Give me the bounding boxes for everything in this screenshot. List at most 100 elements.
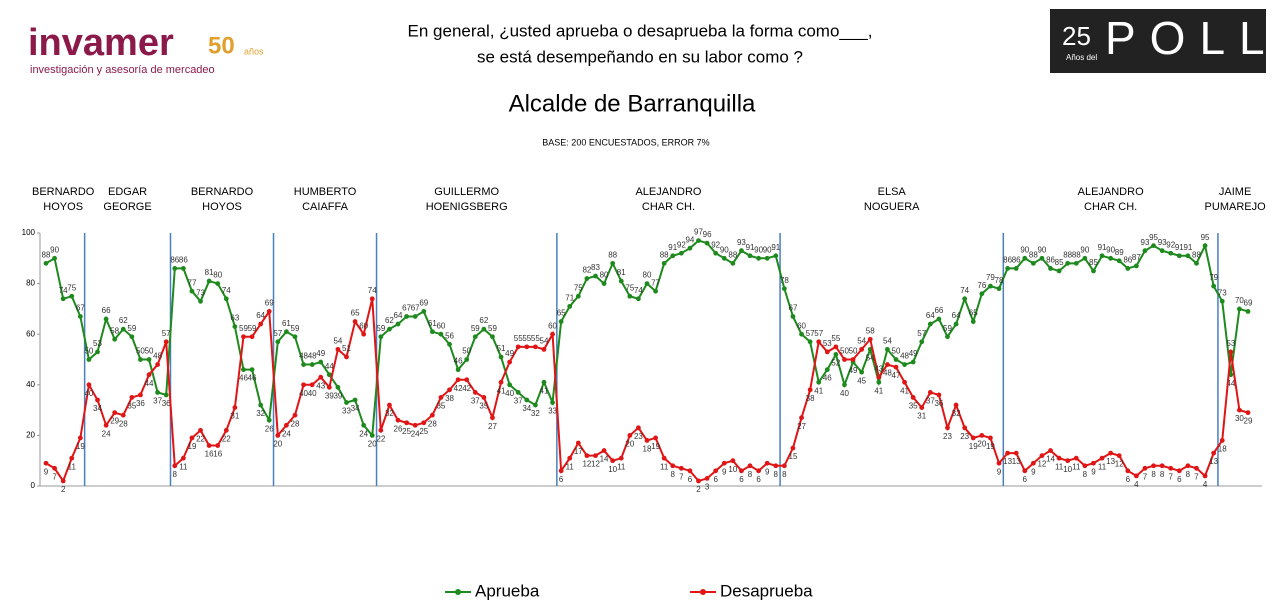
- value-label: 65: [969, 309, 978, 318]
- period-label: ALEJANDRO: [1078, 186, 1144, 198]
- value-label: 66: [102, 306, 111, 315]
- marker: [919, 339, 925, 345]
- value-label: 61: [428, 319, 437, 328]
- marker: [481, 326, 487, 332]
- value-label: 80: [643, 271, 652, 280]
- marker: [970, 319, 976, 324]
- value-label: 23: [943, 432, 952, 441]
- value-label: 54: [540, 336, 549, 345]
- marker: [927, 389, 933, 395]
- marker: [610, 458, 616, 464]
- value-label: 66: [934, 306, 943, 315]
- value-label: 62: [385, 316, 394, 325]
- marker: [1005, 266, 1010, 271]
- value-label: 78: [780, 276, 789, 285]
- value-label: 91: [668, 243, 677, 252]
- marker: [352, 397, 358, 403]
- value-label: 57: [162, 329, 171, 338]
- marker: [1237, 306, 1242, 312]
- value-label: 6: [756, 475, 761, 484]
- logo-brand: invamer: [28, 22, 174, 64]
- marker: [387, 402, 392, 408]
- value-label: 54: [857, 336, 866, 345]
- value-label: 6: [739, 475, 744, 484]
- y-tick-label: 0: [31, 481, 36, 490]
- marker: [352, 319, 358, 324]
- marker: [1159, 463, 1165, 469]
- value-label: 48: [308, 352, 317, 361]
- marker: [1013, 450, 1019, 456]
- marker: [1245, 309, 1251, 314]
- marker: [739, 468, 744, 474]
- marker: [249, 334, 255, 340]
- marker: [713, 468, 719, 474]
- marker: [678, 465, 684, 471]
- marker: [189, 288, 195, 294]
- value-label: 86: [179, 256, 188, 265]
- value-label: 16: [205, 450, 214, 459]
- title-line: se está desempeñando en su labor como ?: [477, 47, 803, 66]
- value-label: 20: [368, 440, 377, 449]
- value-label: 40: [308, 389, 317, 398]
- marker: [1185, 253, 1191, 259]
- value-label: 90: [1020, 245, 1029, 254]
- value-label: 40: [505, 389, 514, 398]
- marker: [1013, 266, 1019, 271]
- value-label: 57: [806, 329, 815, 338]
- marker: [309, 382, 315, 388]
- marker: [1056, 455, 1062, 461]
- marker: [902, 362, 907, 367]
- value-label: 65: [351, 309, 360, 318]
- value-label: 2: [696, 485, 701, 494]
- marker: [223, 296, 229, 302]
- value-label: 95: [1149, 233, 1158, 242]
- marker: [43, 260, 49, 266]
- poll-word: POLL: [1105, 12, 1272, 64]
- value-label: 64: [952, 311, 961, 320]
- marker: [232, 405, 238, 410]
- value-label: 40: [299, 389, 308, 398]
- value-label: 91: [1175, 243, 1184, 252]
- value-label: 63: [230, 314, 239, 323]
- marker: [120, 412, 126, 418]
- value-label: 41: [540, 386, 549, 395]
- value-label: 50: [145, 347, 154, 356]
- value-label: 8: [671, 470, 676, 479]
- marker: [292, 412, 298, 418]
- marker: [618, 278, 624, 284]
- value-label: 64: [394, 311, 403, 320]
- value-label: 57: [917, 329, 926, 338]
- value-label: 11: [1055, 462, 1064, 471]
- value-label: 4: [1134, 480, 1139, 489]
- period-label: CAIAFFA: [302, 201, 349, 213]
- value-label: 74: [634, 286, 643, 295]
- marker: [326, 384, 332, 390]
- value-label: 48: [900, 352, 909, 361]
- value-label: 14: [1046, 455, 1055, 464]
- value-label: 45: [857, 376, 866, 385]
- marker: [1185, 463, 1191, 469]
- marker: [550, 400, 555, 405]
- value-label: 62: [119, 316, 128, 325]
- value-label: 75: [625, 283, 634, 292]
- value-label: 9: [1091, 467, 1096, 476]
- value-label: 29: [110, 417, 119, 426]
- marker: [575, 293, 581, 299]
- title-line: En general, ¿usted aprueba o desaprueba …: [408, 21, 873, 40]
- marker: [661, 260, 667, 266]
- marker: [1142, 248, 1148, 254]
- marker: [988, 283, 993, 289]
- value-label: 32: [385, 409, 394, 418]
- value-label: 7: [1169, 472, 1174, 481]
- value-label: 91: [1183, 243, 1192, 252]
- value-label: 9: [44, 467, 49, 476]
- marker: [704, 476, 710, 481]
- marker: [326, 372, 332, 378]
- marker: [284, 422, 289, 428]
- marker: [550, 331, 555, 337]
- value-label: 35: [436, 402, 445, 411]
- marker: [618, 455, 624, 461]
- marker: [387, 326, 392, 332]
- value-label: 88: [1072, 250, 1081, 259]
- value-label: 38: [806, 394, 815, 403]
